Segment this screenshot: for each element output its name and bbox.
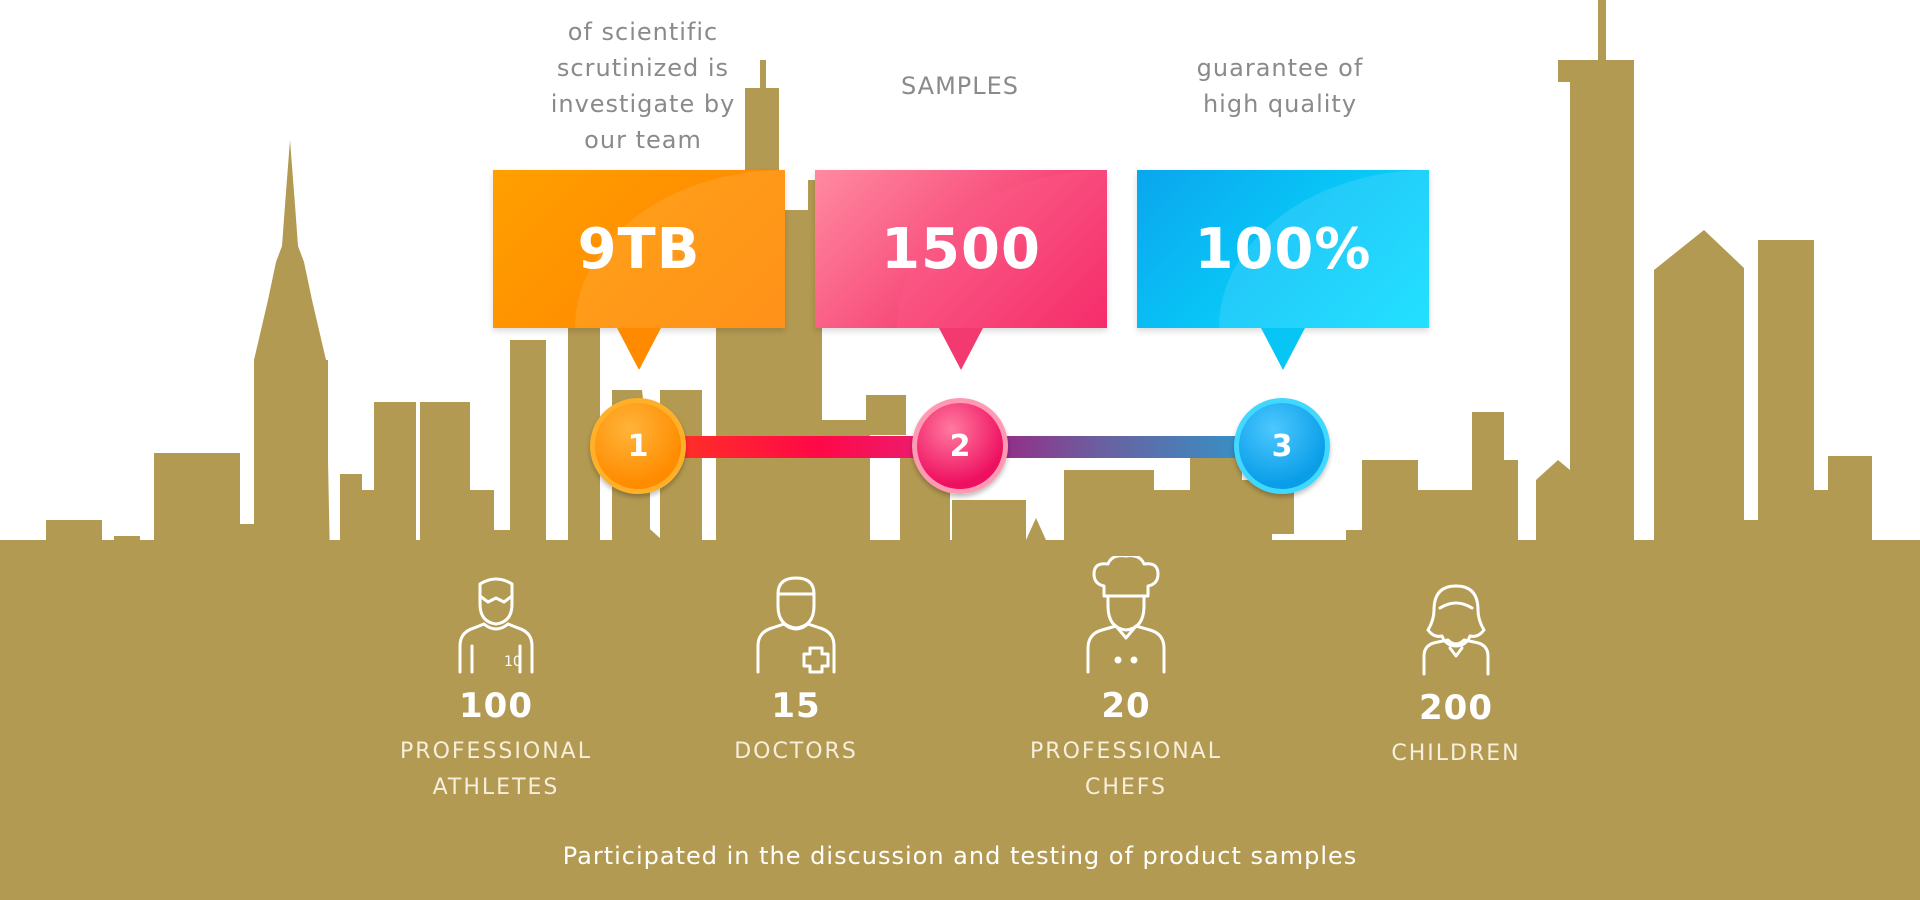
timeline-step-2: 2 (912, 398, 1008, 494)
participant-label-athletes: PROFESSIONAL ATHLETES (400, 739, 592, 800)
callout-pointer (939, 328, 983, 370)
participant-count-chefs: 20 (1101, 686, 1151, 726)
doctor-icon (756, 576, 836, 674)
participant-athletes: 10 100 PROFESSIONAL ATHLETES (376, 574, 616, 806)
participant-count-children: 200 (1419, 688, 1493, 728)
participant-children: 200 CHILDREN (1336, 582, 1576, 772)
participant-label-children: CHILDREN (1391, 741, 1521, 766)
stat-box-samples: 1500 (815, 170, 1107, 370)
participant-chefs: 20 PROFESSIONAL CHEFS (1006, 556, 1246, 806)
stat-box-data-volume: 9TB (493, 170, 785, 370)
chef-icon (1086, 556, 1166, 674)
stat-box-quality: 100% (1137, 170, 1429, 370)
stat-caption-quality: guarantee of high quality (1196, 54, 1364, 118)
timeline-step-3: 3 (1234, 398, 1330, 494)
participant-label-chefs: PROFESSIONAL CHEFS (1030, 739, 1222, 800)
participant-count-doctors: 15 (771, 686, 821, 726)
callout-pointer (1261, 328, 1305, 370)
athlete-icon: 10 (458, 577, 534, 674)
child-icon (1422, 584, 1490, 676)
participant-label-doctors: DOCTORS (734, 739, 858, 764)
timeline-step-1: 1 (590, 398, 686, 494)
stat-value-data-volume: 9TB (577, 216, 701, 282)
footer-caption: Participated in the discussion and testi… (562, 842, 1358, 870)
stat-value-samples: 1500 (881, 216, 1041, 282)
participant-doctors: 15 DOCTORS (676, 574, 916, 770)
stat-value-quality: 100% (1194, 216, 1372, 282)
stat-caption-scientific: of scientific scrutinized is investigate… (550, 18, 736, 154)
svg-text:10: 10 (504, 654, 522, 670)
participant-count-athletes: 100 (459, 686, 533, 726)
stat-caption-samples: SAMPLES (900, 72, 1020, 100)
callout-pointer (617, 328, 661, 370)
